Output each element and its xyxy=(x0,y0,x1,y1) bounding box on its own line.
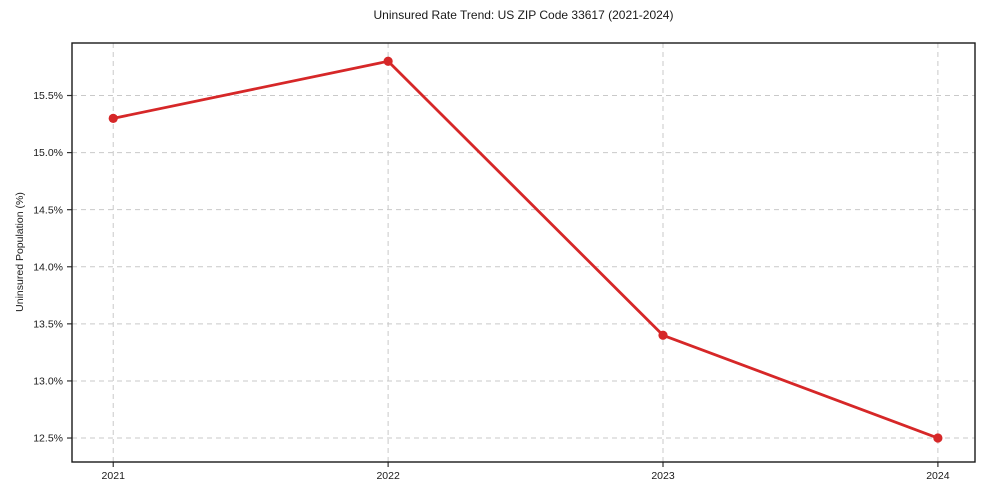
data-point xyxy=(383,56,393,66)
x-tick-label: 2024 xyxy=(926,470,950,482)
x-tick-label: 2022 xyxy=(376,470,400,482)
plot-border xyxy=(71,42,976,463)
data-point xyxy=(933,433,943,443)
y-tick-label: 15.0% xyxy=(33,147,63,159)
data-point xyxy=(108,113,118,123)
chart-title: Uninsured Rate Trend: US ZIP Code 33617 … xyxy=(373,8,674,22)
y-tick-label: 13.5% xyxy=(33,318,63,330)
trend-line xyxy=(111,59,940,440)
x-tick-label: 2021 xyxy=(102,470,126,482)
data-point xyxy=(658,330,668,340)
y-tick-label: 15.5% xyxy=(33,90,63,102)
y-tick-label: 14.5% xyxy=(33,204,63,216)
x-tick-label: 2023 xyxy=(651,470,675,482)
y-tick-label: 13.0% xyxy=(33,376,63,388)
y-tick-label: 14.0% xyxy=(33,261,63,273)
y-tick-label: 12.5% xyxy=(33,433,63,445)
